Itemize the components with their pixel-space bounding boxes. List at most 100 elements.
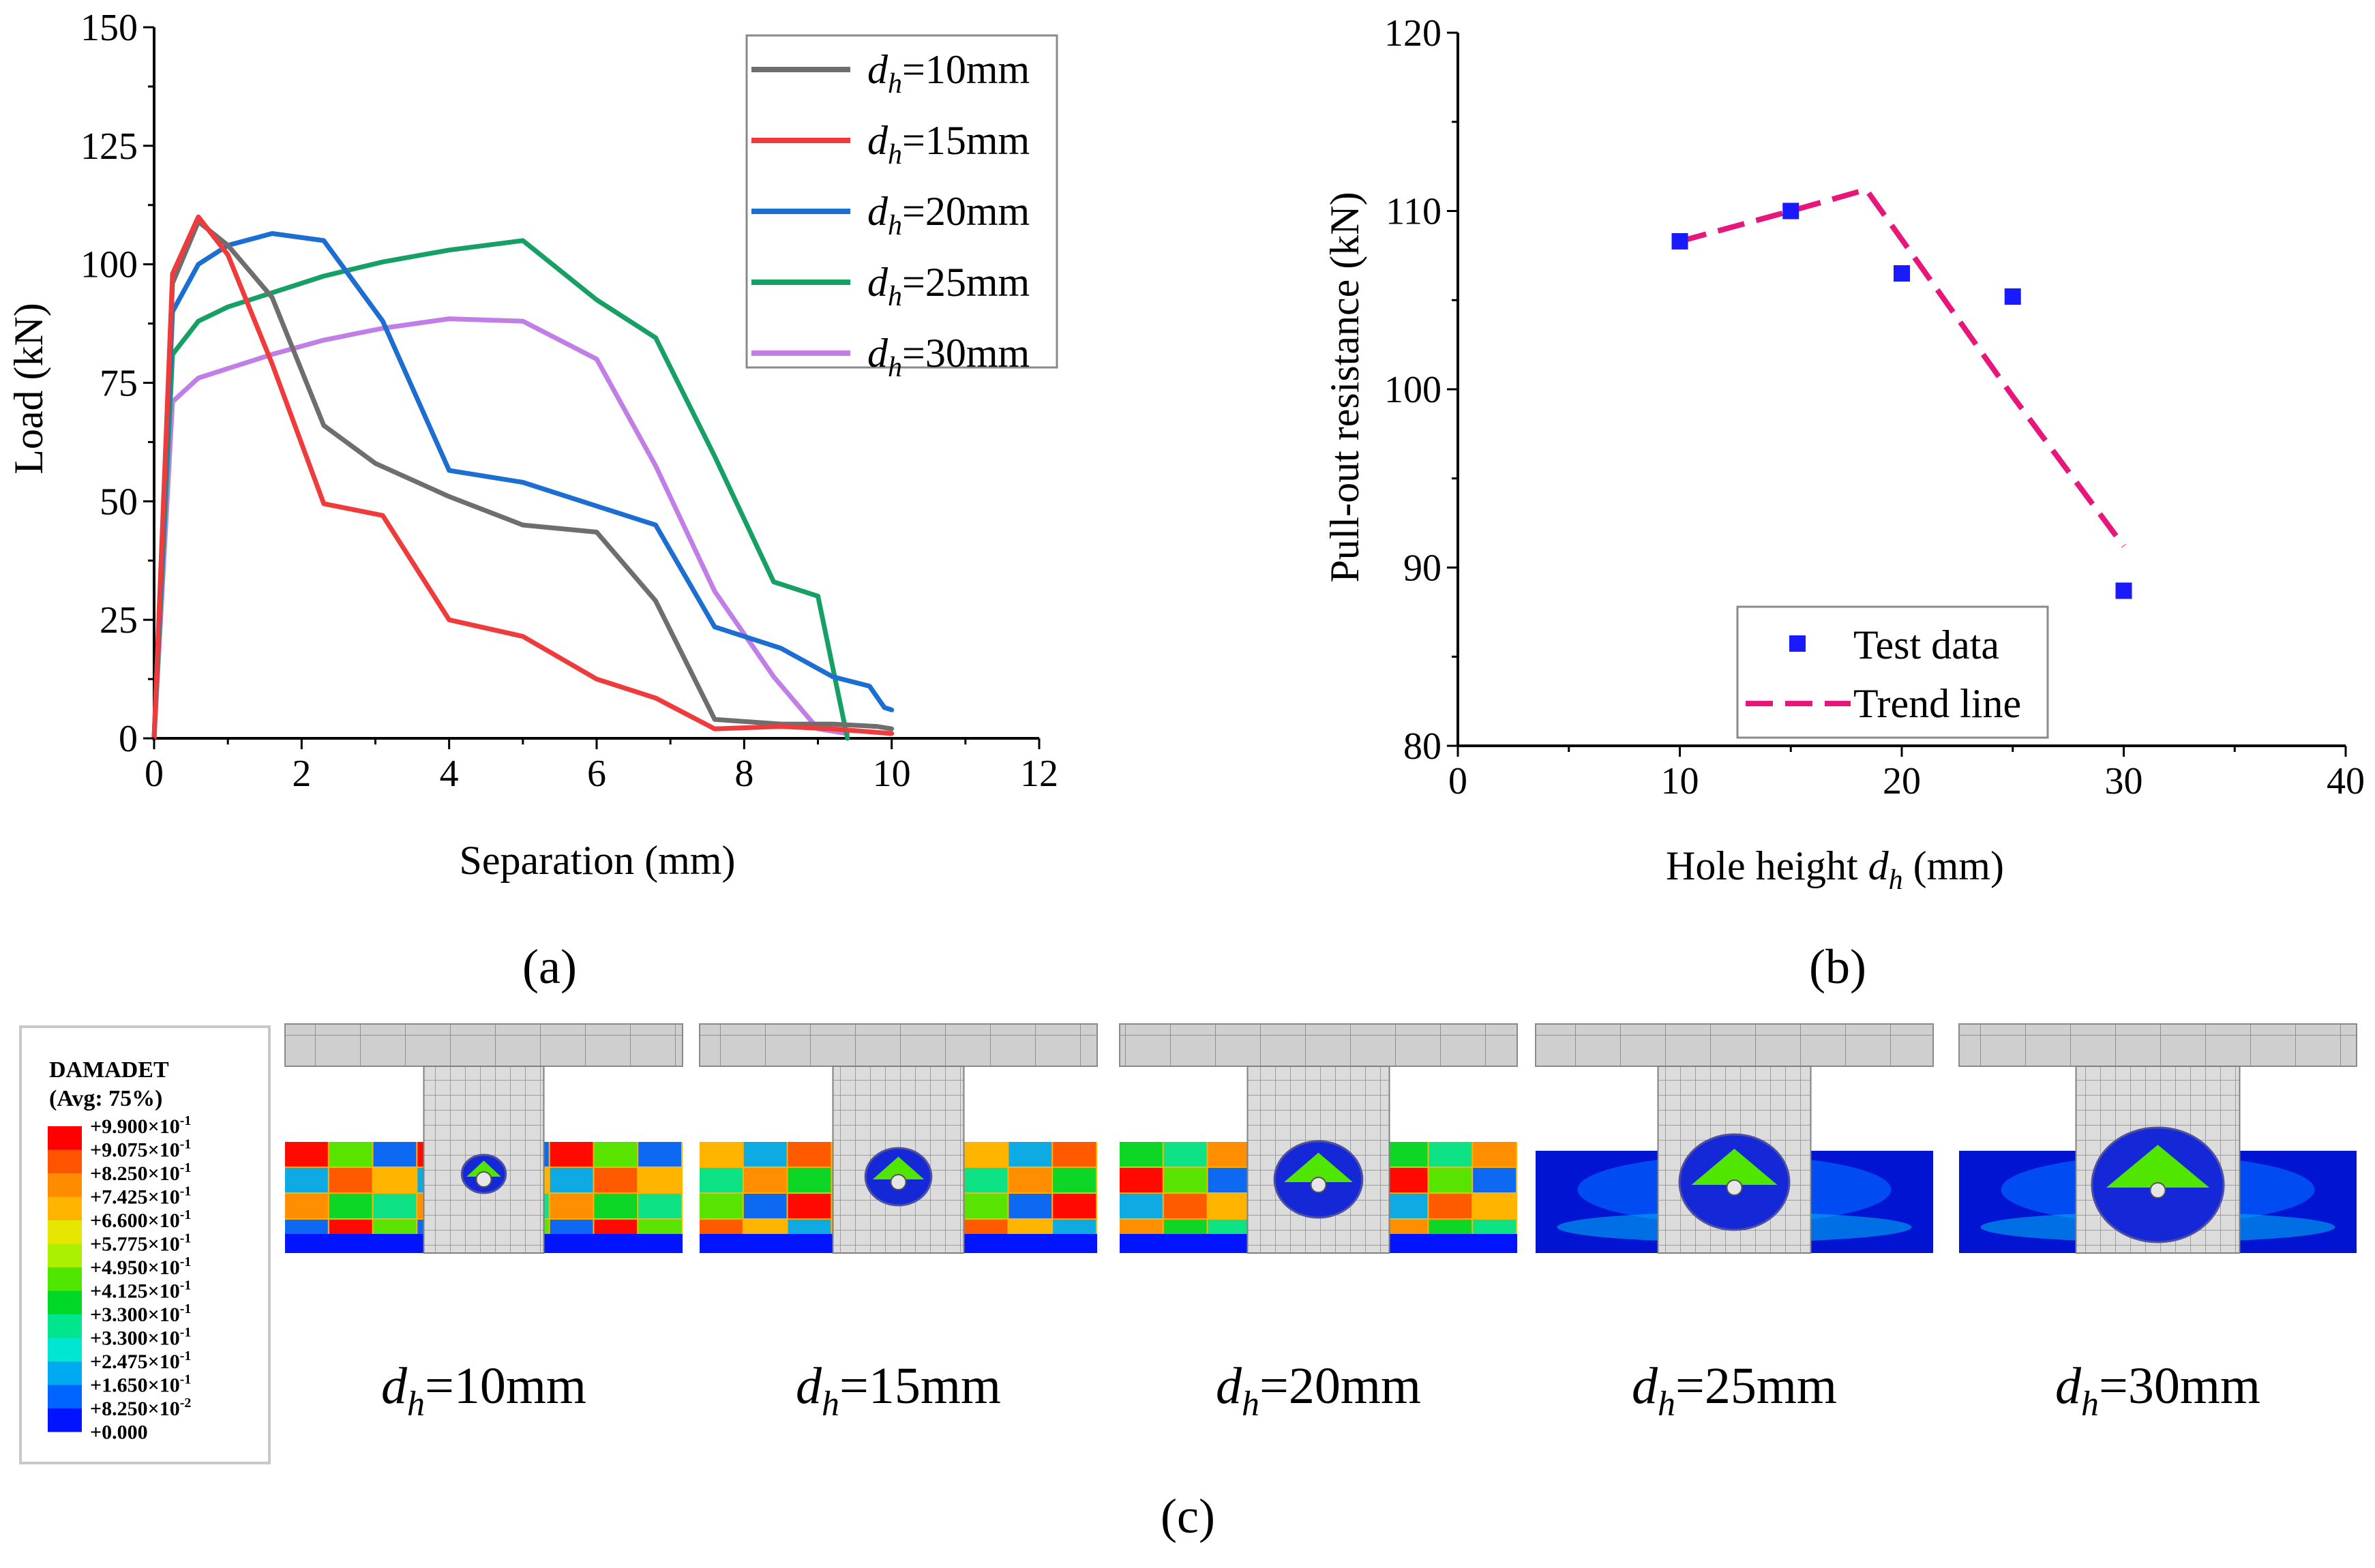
damage-contour-cell	[285, 1142, 328, 1166]
contour-level-mantissa: +3.300×10	[90, 1303, 180, 1326]
x-tick-label: 40	[2327, 760, 2365, 802]
damage-contour-cell	[700, 1142, 743, 1166]
y-axis-label: Load (kN)	[6, 303, 51, 474]
contour-color-band	[48, 1196, 82, 1220]
damage-contour-cell	[1120, 1168, 1163, 1192]
contour-level-label: +9.900×10-1	[90, 1113, 191, 1138]
contour-level-exponent: -1	[180, 1348, 192, 1363]
contour-level-mantissa: +5.775×10	[90, 1233, 180, 1256]
legend-label-subscript: h	[888, 352, 902, 383]
damage-contour-cell	[700, 1168, 743, 1192]
model-caption-value: =10mm	[425, 1357, 586, 1415]
flange	[1535, 1023, 1934, 1067]
data-point	[1671, 232, 1688, 250]
damage-contour-cell	[1208, 1194, 1251, 1218]
contour-level-exponent: -1	[180, 1137, 192, 1152]
y-axis-ticks: 0 25 50 75 100 125 150	[80, 7, 154, 760]
contour-color-band	[48, 1126, 82, 1150]
x-tick-label: 12	[1020, 753, 1058, 795]
x-axis-label-subscript: h	[1889, 864, 1903, 896]
damage-contour-cell	[788, 1142, 831, 1166]
contour-level-label: +8.250×10-1	[90, 1160, 191, 1185]
bolt	[475, 1171, 492, 1188]
y-tick-label: 100	[80, 244, 138, 286]
damage-contour-cell	[638, 1142, 681, 1166]
pullout-resistance-chart: 0 10 20 30 40 80 90 100 110 120 Hole height dh (…	[1322, 12, 2365, 994]
model-caption-symbol: d	[796, 1357, 822, 1415]
model-caption-subscript: h	[1242, 1385, 1259, 1423]
contour-level-exponent: -1	[180, 1207, 192, 1222]
flange	[1958, 1023, 2357, 1067]
damage-contour-cell	[285, 1194, 328, 1218]
panel-label-a: (a)	[522, 939, 577, 994]
contour-level-label: +2.475×10-1	[90, 1348, 191, 1373]
damage-contour-cell	[550, 1194, 593, 1218]
contour-level-exponent: -1	[180, 1231, 192, 1246]
damage-contour-cell	[550, 1142, 593, 1166]
x-tick-label: 8	[734, 753, 753, 795]
damage-contour-cell	[329, 1168, 372, 1192]
panel-label-text: (c)	[1161, 1489, 1215, 1543]
panel-label-b: (b)	[1809, 939, 1866, 994]
damage-contour-cell	[329, 1142, 372, 1166]
contour-level-mantissa: +2.475×10	[90, 1351, 180, 1373]
contour-level-label: +6.600×10-1	[90, 1207, 191, 1232]
model-caption-subscript: h	[822, 1385, 839, 1423]
damage-contour-cell	[1384, 1168, 1428, 1192]
damage-contour-cell	[1429, 1142, 1472, 1166]
contour-level-label: +3.300×10-1	[90, 1301, 191, 1326]
damage-contour-cell	[638, 1194, 681, 1218]
model-caption-subscript: h	[1658, 1385, 1675, 1423]
x-tick-label: 4	[440, 753, 459, 795]
legend-label-value: =25mm	[902, 260, 1030, 305]
legend-label-subscript: h	[888, 281, 902, 312]
series-line-15mm	[151, 214, 895, 741]
contour-level-exponent: -1	[180, 1254, 192, 1269]
damage-contour-cell	[1429, 1194, 1472, 1218]
flange	[1119, 1023, 1518, 1067]
contour-level-label: +4.950×10-1	[90, 1254, 191, 1279]
bolt	[1726, 1179, 1743, 1196]
legend-label: Test data	[1853, 622, 1999, 667]
x-tick-label: 10	[873, 753, 911, 795]
damage-contour-cell	[373, 1168, 417, 1192]
legend-label: dh=20mm	[867, 189, 1030, 241]
hole-damage-fan	[872, 1156, 925, 1179]
legend-label-subscript: h	[888, 210, 902, 241]
panel-label-c: (c)	[1161, 1489, 1215, 1543]
contour-level-mantissa: +8.250×10	[90, 1162, 180, 1185]
x-axis-label: Separation (mm)	[460, 838, 736, 883]
contour-level-exponent: -1	[180, 1278, 192, 1293]
damage-contour-cell	[1384, 1142, 1428, 1166]
legend-label-value: =10mm	[902, 47, 1030, 92]
damage-contour-cell	[638, 1168, 681, 1192]
model-caption: dh=25mm	[1632, 1357, 1837, 1423]
legend-box	[1736, 605, 2049, 739]
contour-color-band	[48, 1291, 82, 1314]
contour-level-exponent: -1	[180, 1372, 192, 1387]
legend-label-symbol: d	[867, 118, 888, 163]
damage-contour-cell	[1053, 1194, 1096, 1218]
contour-color-band	[48, 1173, 82, 1197]
plot-area	[151, 27, 1039, 741]
contour-level-label: +8.250×10-2	[90, 1396, 191, 1420]
damage-contour-cell	[550, 1168, 593, 1192]
trend-line	[1679, 187, 2126, 548]
contour-level-exponent: -1	[180, 1160, 192, 1175]
y-tick-label: 0	[119, 718, 138, 760]
fe-models: dh=10mm dh=15mm dh=20mm dh=25mm dh=30mm	[284, 1023, 2357, 1423]
damage-contour-cell	[1384, 1194, 1428, 1218]
damage-contour-cell	[788, 1168, 831, 1192]
contour-level-mantissa: +0.000	[90, 1421, 148, 1444]
damage-contour-cell	[1053, 1168, 1096, 1192]
contour-legend-title: DAMADET	[49, 1057, 169, 1083]
model-caption-symbol: d	[1632, 1357, 1658, 1415]
model-caption: dh=20mm	[1216, 1357, 1421, 1423]
fe-model-2: dh=15mm	[699, 1023, 1098, 1423]
y-tick-label: 90	[1403, 547, 1442, 590]
damage-contour-cell	[788, 1194, 831, 1218]
model-caption-symbol: d	[1216, 1357, 1242, 1415]
damage-contour-cell	[1163, 1168, 1207, 1192]
contour-level-mantissa: +7.425×10	[90, 1186, 180, 1209]
